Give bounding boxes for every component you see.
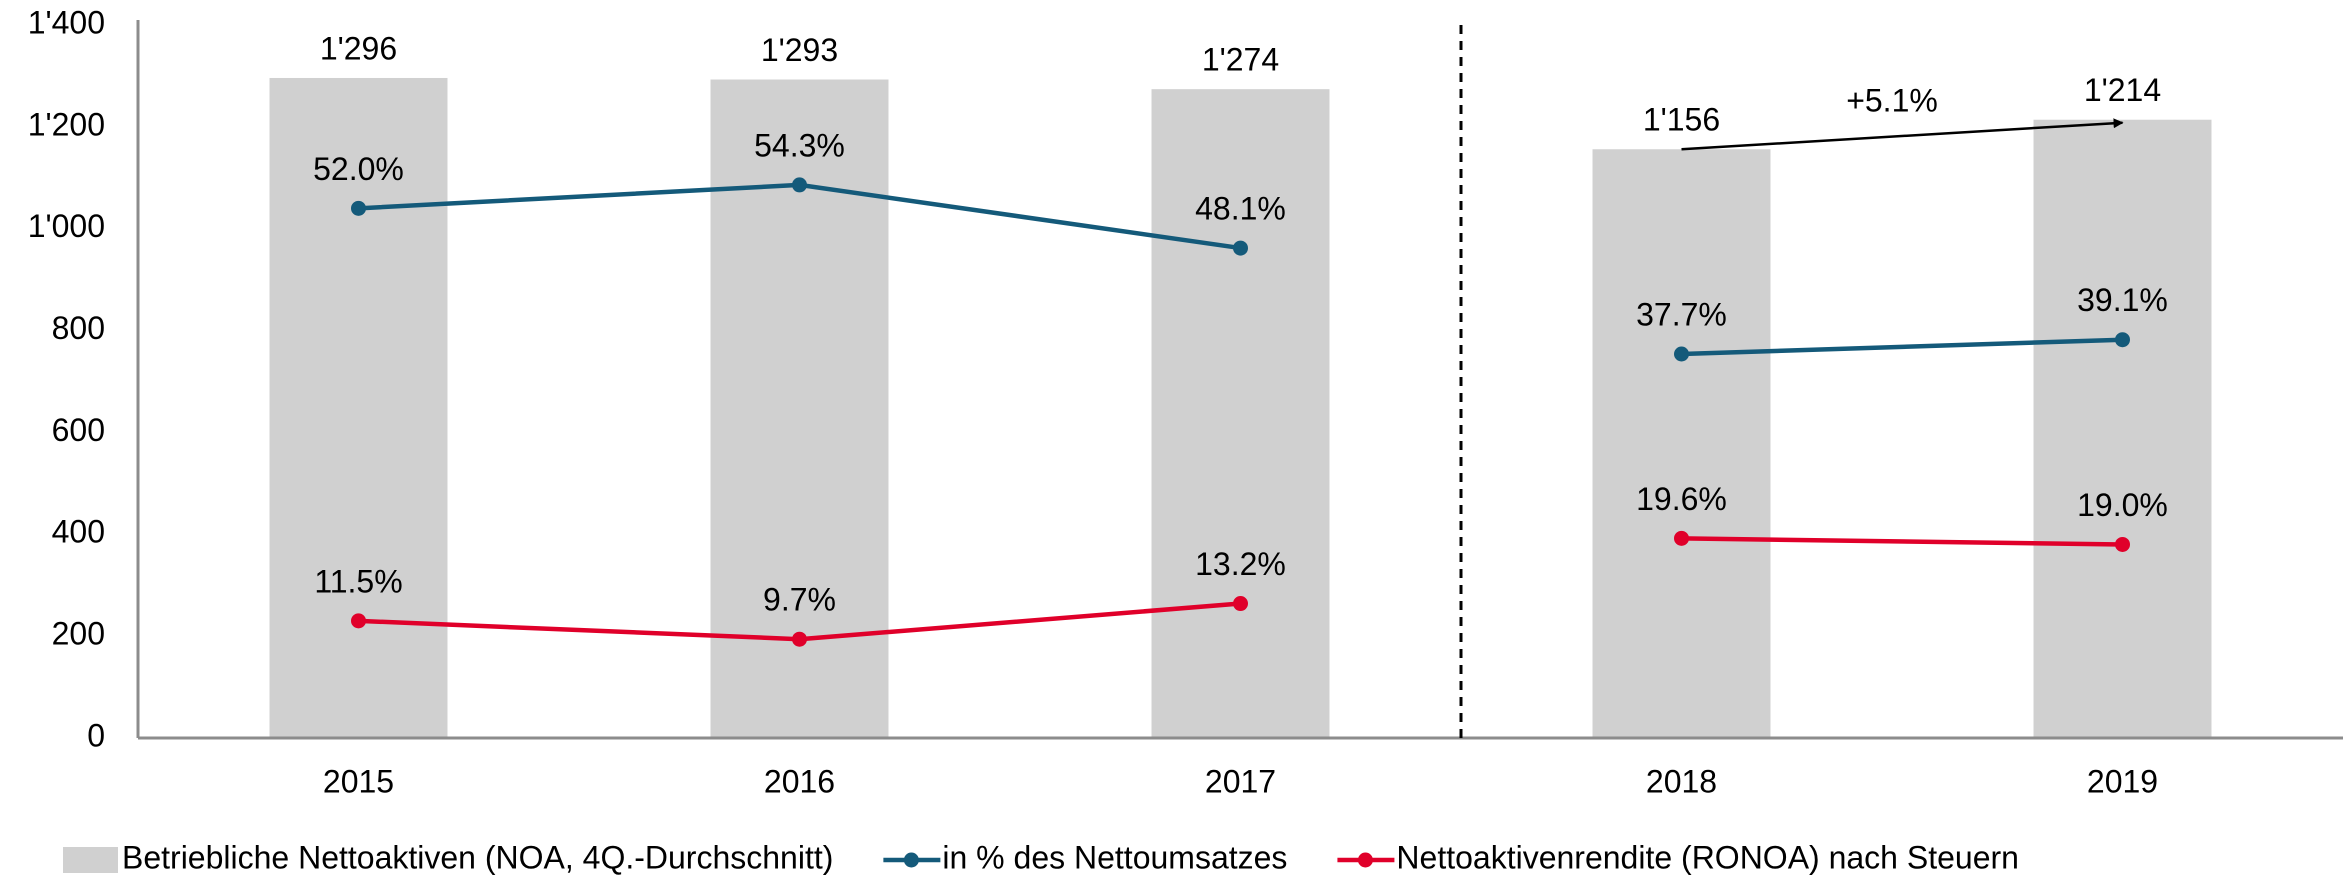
bar-value-label: 1'293 (761, 32, 838, 68)
y-tick-label: 1'400 (28, 4, 105, 40)
line-marker (351, 613, 366, 629)
growth-arrow (1681, 118, 2124, 151)
y-tick-label: 1'000 (28, 208, 105, 244)
line-value-label: 48.1% (1195, 191, 1286, 227)
y-tick-label: 400 (52, 514, 105, 550)
line-value-label: 37.7% (1636, 296, 1727, 332)
x-tick-label: 2015 (323, 763, 394, 799)
line-marker (792, 177, 807, 193)
bar (1592, 149, 1771, 738)
bar (1151, 89, 1330, 739)
line-marker (2115, 536, 2130, 552)
growth-annotation: +5.1% (1846, 82, 1938, 118)
bar (2033, 119, 2212, 738)
line-marker (351, 200, 366, 216)
y-tick-label: 1'200 (28, 106, 105, 142)
bar-value-label: 1'214 (2084, 72, 2161, 108)
line-marker (1233, 596, 1248, 612)
line-marker (1674, 530, 1689, 546)
line-series (1681, 337, 2123, 357)
line-marker (1233, 240, 1248, 256)
y-tick-label: 200 (52, 616, 105, 652)
x-tick-label: 2018 (1646, 763, 1717, 799)
line-value-label: 11.5% (314, 563, 402, 599)
y-tick-label: 600 (52, 412, 105, 448)
bar-value-label: 1'274 (1202, 42, 1279, 78)
y-tick-label: 0 (87, 717, 105, 753)
legend-swatch-marker (1357, 852, 1373, 868)
line-value-label: 19.6% (1636, 481, 1727, 517)
bar-value-label: 1'156 (1643, 102, 1720, 138)
line-marker (1674, 346, 1689, 362)
line-series (1681, 536, 2123, 547)
bar-value-label: 1'296 (320, 30, 397, 66)
line-value-label: 19.0% (2077, 487, 2168, 523)
legend-label: Betriebliche Nettoaktiven (NOA, 4Q.-Durc… (122, 839, 833, 875)
line-value-label: 9.7% (763, 582, 836, 618)
x-tick-label: 2016 (764, 763, 835, 799)
line-value-label: 13.2% (1195, 546, 1286, 582)
legend-label: in % des Nettoumsatzes (942, 839, 1287, 875)
line-marker (2115, 332, 2130, 348)
x-tick-label: 2017 (1205, 763, 1276, 799)
line-marker (792, 631, 807, 647)
line-value-label: 54.3% (754, 127, 845, 163)
line-value-label: 52.0% (313, 151, 404, 187)
legend-label: Nettoaktivenrendite (RONOA) nach Steuern (1396, 839, 2019, 875)
legend-swatch (63, 847, 118, 873)
x-tick-label: 2019 (2087, 763, 2158, 799)
y-tick-label: 800 (52, 310, 105, 346)
line-value-label: 39.1% (2077, 282, 2168, 318)
legend-swatch-marker (903, 852, 919, 868)
